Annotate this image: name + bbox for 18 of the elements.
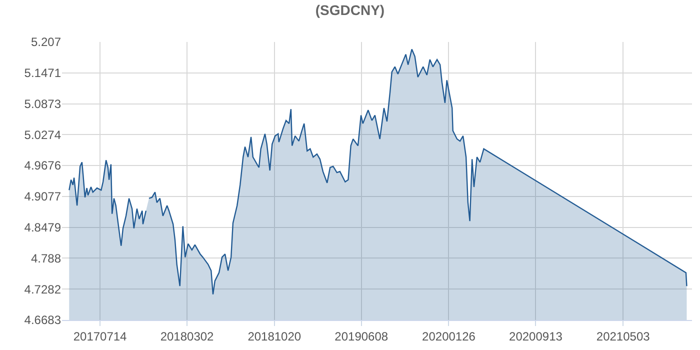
x-tick-label: 20210503: [596, 329, 650, 344]
y-tick-label: 4.8479: [24, 220, 62, 235]
y-tick-label: 5.0274: [24, 128, 62, 142]
x-tick-label: 20190608: [334, 329, 388, 344]
chart-title: (SGDCNY): [315, 2, 385, 18]
x-tick-label: 20180302: [160, 329, 214, 344]
y-tick-label: 5.1471: [24, 66, 62, 80]
y-tick-label: 4.788: [30, 251, 62, 266]
x-tick-label: 20200913: [509, 329, 563, 344]
y-tick-label: 4.9077: [24, 190, 62, 204]
x-tick-label: 20200126: [422, 329, 476, 344]
y-tick-label: 4.7282: [24, 282, 62, 296]
x-tick-label: 20181020: [248, 329, 302, 344]
y-tick-label: 5.207: [30, 35, 62, 50]
x-tick-label: 20170714: [73, 329, 128, 344]
y-tick-label: 4.9676: [24, 158, 62, 173]
y-tick-label: 5.0873: [24, 96, 62, 111]
y-tick-label: 4.6683: [24, 313, 62, 328]
